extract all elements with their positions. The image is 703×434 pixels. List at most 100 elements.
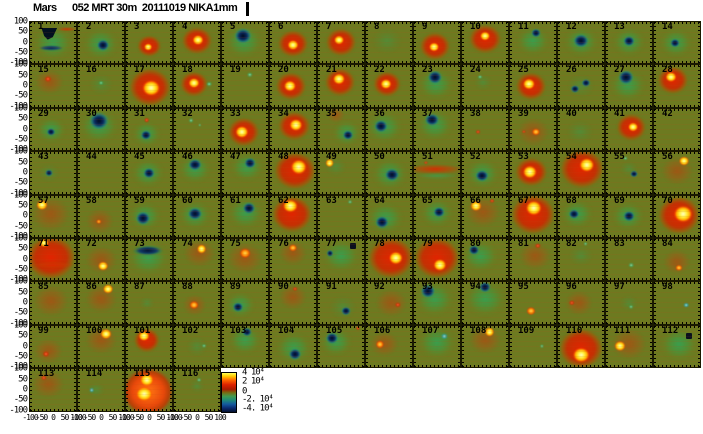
y-tick-label: 50 — [18, 70, 28, 81]
panel-number: 99 — [38, 325, 49, 336]
y-tick-label: -50 — [13, 90, 28, 101]
feature-bar — [39, 45, 64, 51]
panel: 94 — [461, 281, 509, 325]
feature-yel — [235, 126, 249, 139]
y-tick-label: 50 — [18, 157, 28, 168]
feature-streakR — [414, 163, 460, 174]
panel: 24 — [461, 64, 509, 108]
feature-dotr — [355, 326, 361, 330]
panel-number: 62 — [278, 195, 289, 206]
panel-number: 17 — [134, 65, 145, 76]
panel-number: 44 — [86, 152, 97, 163]
feature-neg — [187, 158, 202, 171]
panel: 91 — [317, 281, 365, 325]
feature-dotr — [40, 375, 47, 381]
x-tick-label: 50 — [60, 413, 70, 422]
panel-number: 60 — [182, 195, 193, 206]
panel-number: 94 — [470, 282, 481, 293]
panel: 76 — [269, 237, 317, 282]
y-tick-label: -50 — [13, 177, 28, 188]
panel: 92 — [365, 281, 413, 325]
feature-sq — [685, 333, 692, 340]
y-tick-label: 100 — [13, 146, 28, 157]
panel: 65 — [413, 194, 461, 238]
feature-redbig — [414, 238, 460, 280]
panel-number: 74 — [182, 238, 193, 249]
panel: 84 — [653, 237, 701, 282]
feature-neg — [187, 207, 203, 221]
y-tick-label: -100 — [9, 405, 28, 416]
panel: 37 — [413, 107, 461, 152]
panel-number: 83 — [614, 238, 625, 249]
panel-number: 43 — [38, 152, 49, 163]
x-tick-label: 50 — [156, 413, 166, 422]
feature-yel — [100, 329, 112, 340]
panel-number: 49 — [326, 152, 337, 163]
panel-number: 38 — [470, 108, 481, 119]
panel-number: 108 — [470, 325, 487, 336]
y-tick-label: 0 — [22, 167, 29, 178]
feature-neg — [373, 119, 388, 133]
panel: 58 — [77, 194, 125, 238]
panel-number: 22 — [374, 65, 385, 76]
feature-dotg — [206, 81, 212, 87]
panel: 27 — [605, 64, 653, 108]
y-tick-label: 50 — [18, 200, 28, 211]
panel-number: 55 — [614, 152, 625, 163]
panel: 18 — [173, 64, 221, 108]
panel-number: 28 — [662, 65, 673, 76]
panel-number: 113 — [38, 369, 55, 380]
feature-dotr — [534, 242, 541, 249]
panel-number: 105 — [326, 325, 343, 336]
panel: 9 — [413, 20, 461, 65]
panel-number: 89 — [230, 282, 241, 293]
feature-yel — [287, 39, 299, 50]
feature-halof — [371, 27, 402, 54]
feature-neg — [573, 33, 589, 49]
feature-neg — [96, 39, 110, 52]
feature-dotg — [540, 344, 545, 349]
feature-dotr — [44, 76, 52, 83]
feature-sq — [349, 242, 356, 249]
panel: 33 — [221, 107, 269, 152]
feature-neg — [433, 206, 446, 218]
feature-dotr — [143, 117, 150, 123]
panel: 38 — [461, 107, 509, 152]
panel-number: 85 — [38, 282, 49, 293]
feature-yel — [142, 80, 161, 97]
feature-yel — [428, 42, 439, 52]
feature-neg — [669, 38, 680, 48]
feature-yel — [102, 284, 113, 294]
feature-yel — [290, 159, 308, 175]
y-tick-label: -100 — [9, 144, 28, 155]
y-tick-label: 0 — [22, 384, 29, 395]
panel: 35 — [317, 107, 365, 152]
y-tick-label: 50 — [18, 243, 28, 254]
feature-neg — [288, 348, 302, 361]
feature-ory — [526, 306, 536, 315]
panel: 56 — [653, 151, 701, 195]
colorbar-gradient — [221, 372, 237, 413]
feature-ory — [375, 340, 384, 348]
feature-yel — [138, 331, 150, 342]
feature-yel — [136, 386, 153, 402]
panel-number: 10 — [470, 22, 481, 32]
panel: 63 — [317, 194, 365, 238]
y-tick-label: 0 — [22, 210, 29, 221]
panel: 114 — [77, 368, 125, 412]
feature-yel — [325, 158, 334, 167]
feature-halo — [659, 327, 699, 362]
feature-neg — [568, 209, 580, 220]
feature-neg — [234, 27, 253, 44]
y-tick-label: 50 — [18, 287, 28, 298]
panel: 99 — [29, 324, 77, 369]
panel-number: 110 — [566, 325, 583, 336]
panel-number: 84 — [662, 238, 673, 249]
panel-number: 92 — [374, 282, 385, 293]
panel-number: 45 — [134, 152, 145, 163]
y-tick-label: -50 — [13, 394, 28, 405]
panel-number: 7 — [326, 22, 332, 32]
panel: 108 — [461, 324, 509, 369]
panel-number: 101 — [134, 325, 151, 336]
panel-number: 6 — [278, 22, 284, 32]
